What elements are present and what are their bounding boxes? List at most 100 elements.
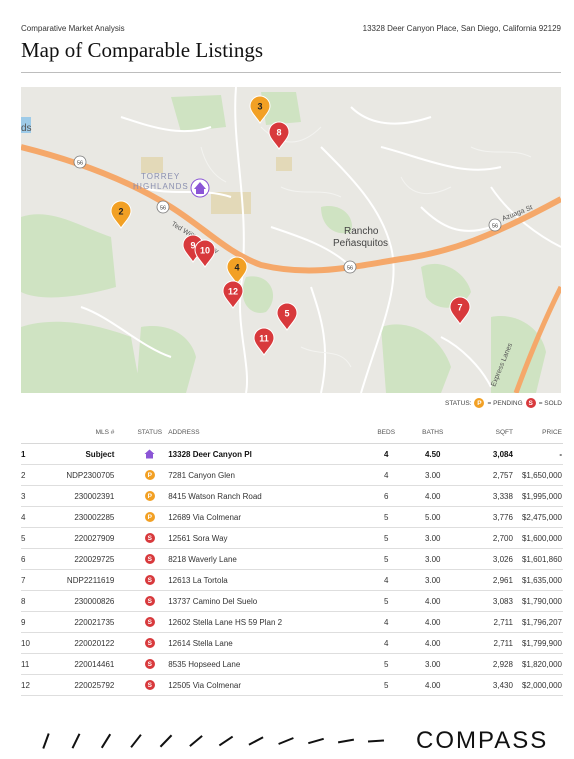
row-baths: 4.00 <box>407 674 458 696</box>
route-56-shield: 56 <box>343 260 357 274</box>
map-marker-label: 2 <box>118 207 123 217</box>
row-status: S <box>132 590 168 612</box>
row-beds: 4 <box>364 464 408 486</box>
map-partial-label: ds <box>21 123 32 134</box>
map-marker-8[interactable]: 8 <box>268 121 290 150</box>
col-sqft: SQFT <box>457 422 521 444</box>
map-label-torrey: TORREY <box>141 172 180 181</box>
table-row: 9 220021735 S 12602 Stella Lane HS 59 Plan … <box>21 611 563 633</box>
map-marker-2[interactable]: 2 <box>110 200 132 229</box>
table-row: 7 NDP2211619 S 12613 La Tortola 4 3.00 2,961 $1… <box>21 569 563 591</box>
row-mls: 220020122 <box>43 632 133 654</box>
row-sqft: 3,083 <box>457 590 521 612</box>
row-baths: 4.50 <box>407 443 458 465</box>
row-beds: 5 <box>364 653 408 675</box>
row-beds: 4 <box>364 443 408 465</box>
map-marker-11[interactable]: 11 <box>253 327 275 356</box>
row-price: $1,796,207 <box>520 611 563 633</box>
row-sqft: 2,700 <box>457 527 521 549</box>
table-header-row: MLS # STATUS ADDRESS BEDS BATHS SQFT PRI… <box>21 422 563 444</box>
route-56-shield: 56 <box>156 200 170 214</box>
map-marker-10[interactable]: 10 <box>194 239 216 268</box>
map-marker-label: 12 <box>228 287 238 297</box>
row-status: S <box>132 611 168 633</box>
row-baths: 5.00 <box>407 506 458 528</box>
express-lanes-road <box>513 285 561 393</box>
row-address: 12614 Stella Lane <box>167 632 365 654</box>
table-row: 5 220027909 S 12561 Sora Way 5 3.00 2,700 $1,60… <box>21 527 563 549</box>
table-row: 8 230000826 S 13737 Camino Del Suelo 5 4.00 3,… <box>21 590 563 612</box>
row-mls: 220025792 <box>43 674 133 696</box>
doc-type-label: Comparative Market Analysis <box>21 24 125 33</box>
map-marker-5[interactable]: 5 <box>276 302 298 331</box>
row-sqft: 2,711 <box>457 611 521 633</box>
row-index: 4 <box>21 506 44 528</box>
row-price: - <box>520 443 563 465</box>
map-marker-label: 4 <box>234 263 239 273</box>
sold-badge: S <box>144 596 155 606</box>
row-sqft: 3,338 <box>457 485 521 507</box>
map-marker-12[interactable]: 12 <box>222 280 244 309</box>
row-beds: 5 <box>364 590 408 612</box>
map-marker-4[interactable]: 4 <box>226 256 248 285</box>
subject-property-marker[interactable] <box>190 178 210 198</box>
route-56-shield: 56 <box>73 155 87 169</box>
pending-badge: P <box>474 398 485 408</box>
park-areas <box>21 92 546 393</box>
pending-badge: P <box>144 512 155 522</box>
minor-streets <box>200 126 532 368</box>
row-beds: 4 <box>364 569 408 591</box>
row-index: 2 <box>21 464 44 486</box>
row-price: $1,650,000 <box>520 464 563 486</box>
comparables-map[interactable]: 56 56 56 56 ds TORREY HIGHLANDS Rancho P… <box>21 87 561 393</box>
row-address: 12561 Sora Way <box>167 527 365 549</box>
map-marker-label: 9 <box>190 241 195 251</box>
row-beds: 5 <box>364 527 408 549</box>
map-canvas: 56 56 56 56 ds TORREY HIGHLANDS Rancho P… <box>21 87 561 393</box>
status-legend: STATUS: P = PENDING S = SOLD <box>445 398 562 408</box>
row-mls: 220027909 <box>43 527 133 549</box>
row-beds: 5 <box>364 548 408 570</box>
col-address: ADDRESS <box>167 422 365 444</box>
svg-text:56: 56 <box>77 161 83 167</box>
row-price: $1,790,000 <box>520 590 563 612</box>
row-price: $1,820,000 <box>520 653 563 675</box>
map-marker-3[interactable]: 3 <box>249 95 271 124</box>
row-mls: 220029725 <box>43 548 133 570</box>
row-price: $2,000,000 <box>520 674 563 696</box>
table-row: 4 230002285 P 12689 Via Colmenar 5 5.00 3,776 $… <box>21 506 563 528</box>
col-baths: BATHS <box>407 422 458 444</box>
row-address: 12689 Via Colmenar <box>167 506 365 528</box>
row-baths: 3.00 <box>407 527 458 549</box>
map-marker-label: 7 <box>457 303 462 313</box>
row-mls: NDP2300705 <box>43 464 133 486</box>
footer-slash-pattern <box>42 733 385 749</box>
row-index: 3 <box>21 485 44 507</box>
row-beds: 4 <box>364 611 408 633</box>
row-mls: NDP2211619 <box>43 569 133 591</box>
row-index: 6 <box>21 548 44 570</box>
row-sqft: 2,757 <box>457 464 521 486</box>
row-sqft: 2,961 <box>457 569 521 591</box>
row-index: 10 <box>21 632 44 654</box>
sold-badge: S <box>144 533 155 543</box>
map-marker-7[interactable]: 7 <box>449 296 471 325</box>
row-status: S <box>132 653 168 675</box>
subject-home-icon <box>144 449 155 459</box>
row-price: $1,601,860 <box>520 548 563 570</box>
row-index: 9 <box>21 611 44 633</box>
row-sqft: 3,026 <box>457 548 521 570</box>
local-streets <box>80 87 561 393</box>
row-baths: 3.00 <box>407 464 458 486</box>
row-address: 12613 La Tortola <box>167 569 365 591</box>
title-divider <box>21 72 561 73</box>
map-label-highlands: HIGHLANDS <box>133 182 189 191</box>
row-baths: 4.00 <box>407 611 458 633</box>
row-baths: 4.00 <box>407 485 458 507</box>
map-label-penasquitos: Peñasquitos <box>333 238 388 249</box>
map-marker-label: 11 <box>259 334 269 344</box>
row-address: 12602 Stella Lane HS 59 Plan 2 <box>167 611 365 633</box>
row-sqft: 3,776 <box>457 506 521 528</box>
row-price: $1,635,000 <box>520 569 563 591</box>
compass-logo: COMPASS <box>416 727 549 754</box>
